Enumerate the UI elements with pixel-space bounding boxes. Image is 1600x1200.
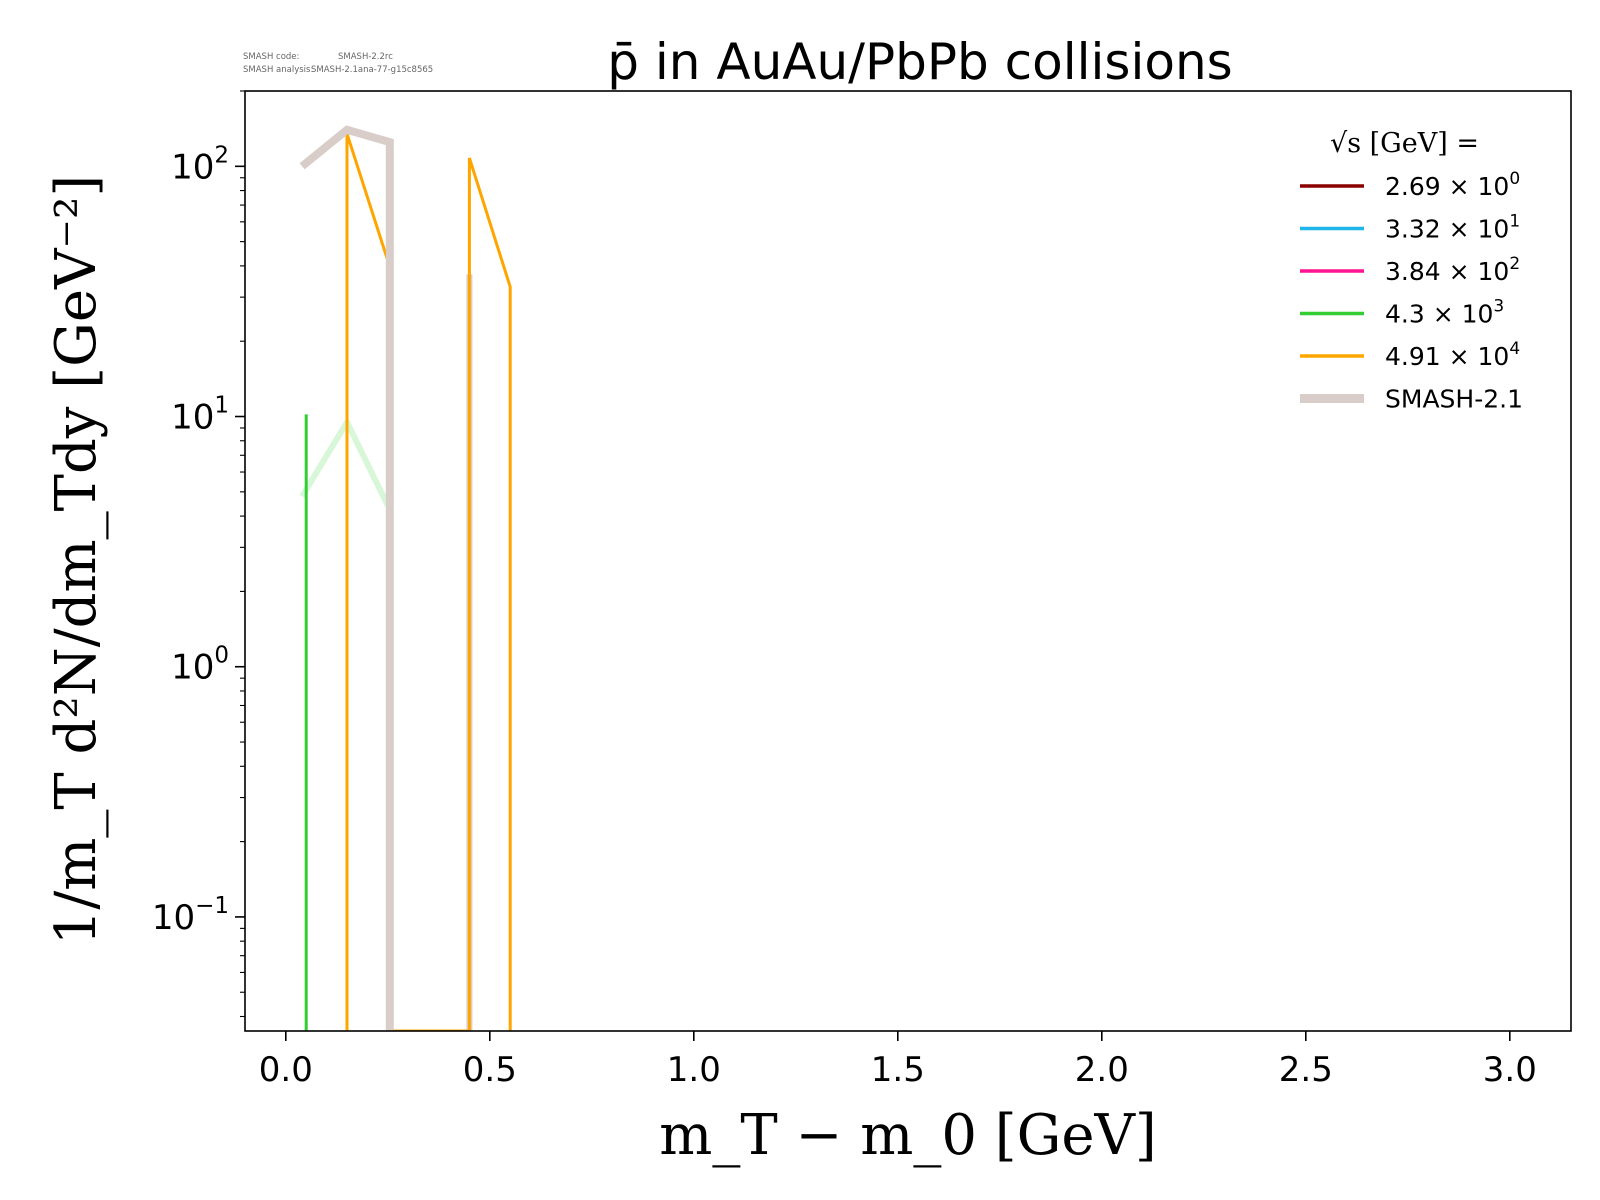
legend-title: √s [GeV] = [1330, 128, 1479, 159]
y-tick-label: 101 [171, 393, 229, 438]
x-tick-label: 0.0 [259, 1050, 313, 1090]
legend-label: 3.84 × 102 [1385, 254, 1520, 286]
legend-label: SMASH-2.1 [1385, 385, 1523, 414]
x-tick-label: 2.0 [1075, 1050, 1129, 1090]
plot-frame [244, 90, 1572, 1032]
y-tick-label: 100 [171, 643, 229, 688]
series-layer [299, 125, 512, 1031]
legend-label: 3.32 × 101 [1385, 212, 1520, 244]
x-axis: 0.0 0.5 1.0 1.5 2.0 2.5 3.0 [259, 1031, 1537, 1090]
y-axis: 10−1 100 101 102 [152, 90, 245, 1018]
series-line [345, 133, 512, 1031]
chart-title: p̄ in AuAu/PbPb collisions [607, 33, 1232, 91]
x-tick-label: 1.5 [871, 1050, 925, 1090]
x-tick-label: 0.5 [463, 1050, 517, 1090]
y-tick-label: 102 [171, 142, 229, 187]
smash-analysis-value: SMASH-2.1ana-77-g15c8565 [311, 65, 433, 75]
x-tick-label: 2.5 [1279, 1050, 1333, 1090]
legend-label: 2.69 × 100 [1385, 169, 1520, 201]
series-line-smash-2-1 [299, 125, 394, 1031]
legend: √s [GeV] = 2.69 × 100 3.32 × 101 3.84 × 10… [1300, 128, 1523, 414]
legend-label: 4.91 × 104 [1385, 339, 1520, 371]
x-tick-label: 1.0 [667, 1050, 721, 1090]
smash-code-label: SMASH code: [243, 52, 299, 62]
y-axis-label: 1/m_T d²N/dm_Tdy [GeV⁻²] [44, 175, 109, 946]
smash-analysis-label: SMASH analysis: [243, 65, 313, 75]
x-tick-label: 3.0 [1483, 1050, 1537, 1090]
y-tick-label: 10−1 [152, 893, 229, 938]
legend-label: 4.3 × 103 [1385, 297, 1504, 329]
plot-area [244, 90, 1572, 1032]
x-axis-label: m_T − m_0 [GeV] [659, 1103, 1157, 1168]
reference-curve [299, 415, 391, 508]
smash-code-value: SMASH-2.2rc [338, 52, 393, 62]
